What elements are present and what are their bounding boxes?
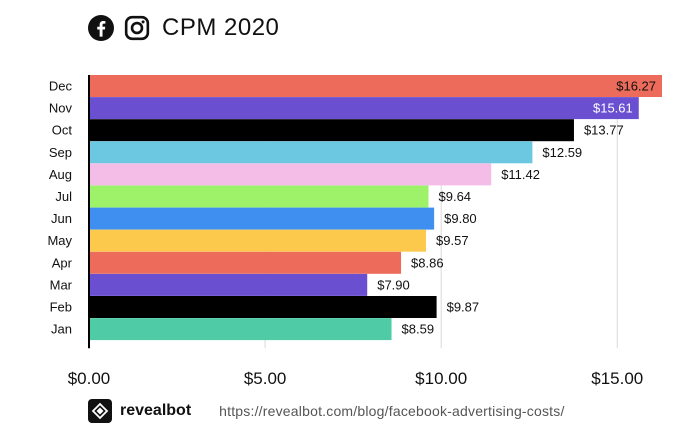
category-label-aug: Aug: [49, 167, 72, 182]
bar-jul: [89, 185, 429, 208]
data-label-dec: $16.27: [616, 79, 656, 94]
x-tick-label-0: $0.00: [68, 369, 111, 388]
data-label-jul: $9.64: [439, 189, 472, 204]
x-tick-label-2: $10.00: [415, 369, 467, 388]
category-label-jan: Jan: [51, 322, 72, 337]
brand-name: revealbot: [120, 402, 192, 419]
chart-title: CPM 2020: [162, 14, 280, 41]
bar-dec: [89, 75, 662, 97]
data-label-oct: $13.77: [584, 123, 624, 138]
bar-may: [89, 229, 427, 252]
data-label-sep: $12.59: [542, 145, 582, 160]
chart-footer: revealbot https://revealbot.com/blog/fac…: [88, 398, 565, 424]
data-label-mar: $7.90: [377, 277, 410, 292]
bar-chart: Dec $16.27 Nov $15.61 Oct $13.77 Sep $12.59 Aug $…: [47, 75, 662, 388]
data-label-jan: $8.59: [402, 322, 435, 337]
data-label-aug: $11.42: [501, 167, 540, 182]
facebook-icon: [88, 15, 114, 41]
bar-feb: [89, 296, 437, 318]
bar-sep: [89, 141, 533, 164]
bar-apr: [89, 251, 402, 274]
category-label-nov: Nov: [49, 101, 73, 116]
category-label-sep: Sep: [49, 145, 72, 160]
bar-nov: [89, 97, 639, 120]
instagram-icon: [124, 15, 150, 41]
bar-jan: [89, 318, 392, 341]
chart-header: CPM 2020: [88, 12, 279, 44]
data-label-may: $9.57: [436, 233, 469, 248]
data-label-nov: $15.61: [593, 101, 633, 116]
bar-mar: [89, 273, 368, 296]
bar-aug: [89, 163, 492, 186]
category-label-may: May: [47, 233, 72, 248]
revealbot-logo-icon: [88, 399, 112, 423]
source-url[interactable]: https://revealbot.com/blog/facebook-adve…: [219, 403, 565, 419]
category-label-oct: Oct: [52, 123, 73, 138]
bar-jun: [89, 207, 435, 230]
category-label-feb: Feb: [50, 300, 72, 315]
category-label-dec: Dec: [49, 79, 73, 94]
category-label-jul: Jul: [55, 189, 72, 204]
category-label-jun: Jun: [51, 211, 72, 226]
x-tick-label-3: $15.00: [591, 369, 643, 388]
data-label-jun: $9.80: [444, 211, 477, 226]
category-label-mar: Mar: [50, 277, 73, 292]
bar-oct: [89, 119, 574, 142]
category-label-apr: Apr: [52, 255, 73, 270]
data-label-apr: $8.86: [411, 255, 444, 270]
x-tick-label-1: $5.00: [244, 369, 287, 388]
data-label-feb: $9.87: [447, 300, 480, 315]
